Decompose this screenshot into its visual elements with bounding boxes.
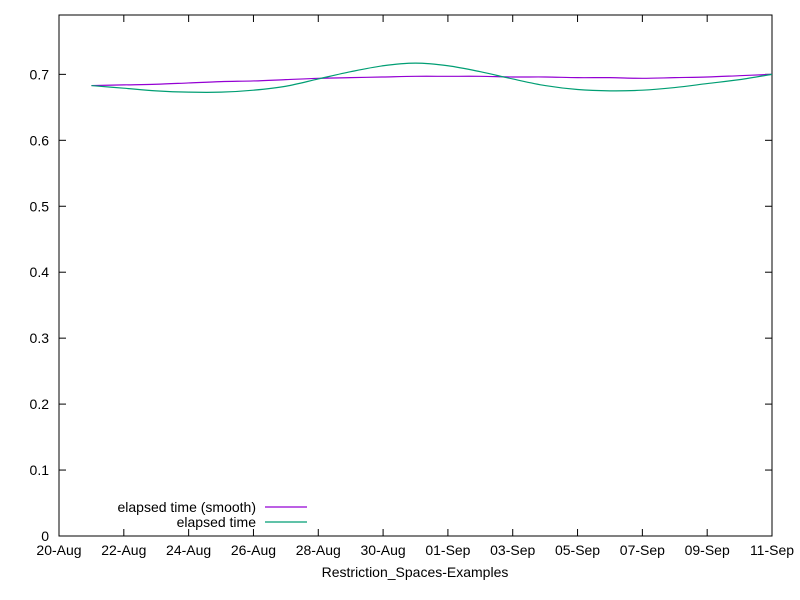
x-axis: 20-Aug 22-Aug 24-Aug 26-Aug 28-Aug 30-Aug 01-S… xyxy=(36,15,794,558)
legend: elapsed time (smooth)elapsed time xyxy=(117,499,307,530)
x-tick-label: 26-Aug xyxy=(231,542,276,558)
legend-label: elapsed time xyxy=(177,514,257,530)
x-tick-label: 05-Sep xyxy=(555,542,600,558)
x-tick-label: 28-Aug xyxy=(296,542,341,558)
x-tick-label: 22-Aug xyxy=(101,542,146,558)
y-tick-label: 0.5 xyxy=(30,198,50,214)
series-layer xyxy=(91,62,773,93)
x-tick-label: 01-Sep xyxy=(425,542,470,558)
x-tick-label: 09-Sep xyxy=(685,542,730,558)
series-line-elapsed-time xyxy=(91,62,773,93)
x-tick-label: 07-Sep xyxy=(620,542,665,558)
x-axis-title: Restriction_Spaces-Examples xyxy=(322,564,509,580)
y-tick-label: 0.6 xyxy=(30,132,50,148)
y-tick-label: 0 xyxy=(41,528,49,544)
y-tick-label: 0.4 xyxy=(30,264,50,280)
y-tick-label: 0.7 xyxy=(30,66,50,82)
x-tick-label: 11-Sep xyxy=(750,542,794,558)
y-tick-label: 0.1 xyxy=(30,462,50,478)
x-tick-label: 30-Aug xyxy=(361,542,406,558)
series-line-elapsed-time-smooth xyxy=(91,73,773,87)
y-tick-label: 0.2 xyxy=(30,396,50,412)
y-axis: 0 0.1 0.2 0.3 0.4 0.5 0.6 0.7 xyxy=(30,66,772,544)
x-tick-label: 20-Aug xyxy=(36,542,81,558)
y-tick-label: 0.3 xyxy=(30,330,50,346)
plot-frame xyxy=(58,14,773,537)
x-tick-label: 24-Aug xyxy=(166,542,211,558)
legend-label: elapsed time (smooth) xyxy=(117,499,256,515)
x-tick-label: 03-Sep xyxy=(490,542,535,558)
